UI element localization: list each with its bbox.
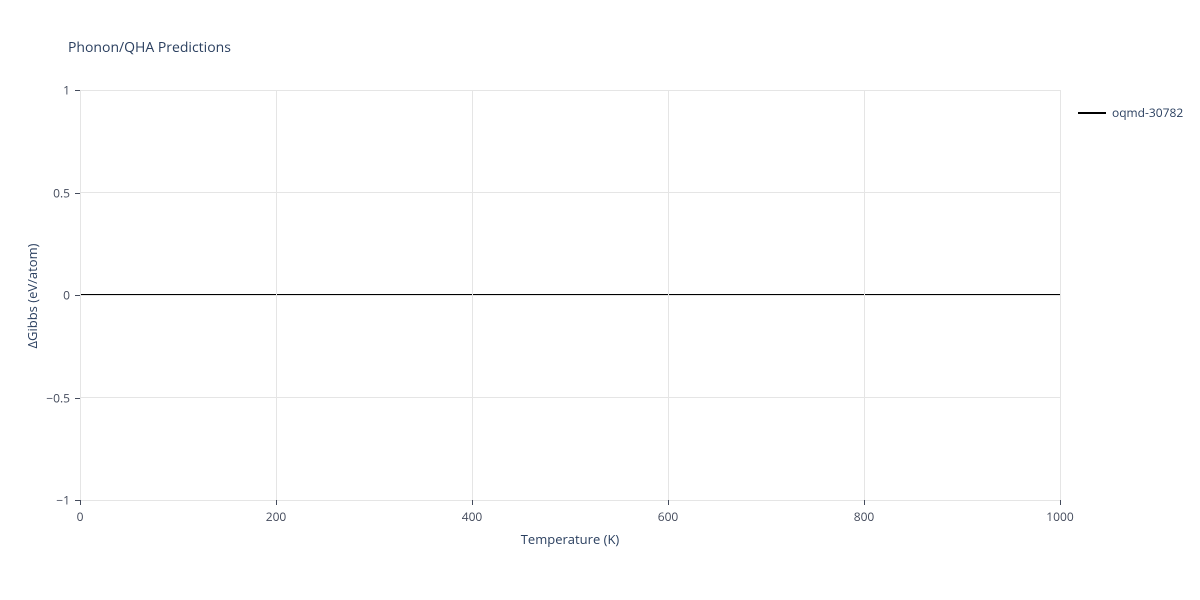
y-tick-mark (75, 193, 80, 194)
x-tick-label: 200 (266, 508, 287, 525)
x-tick-label: 0 (77, 508, 84, 525)
x-tick-mark (864, 500, 865, 505)
x-tick-mark (1060, 500, 1061, 505)
y-axis-label: ΔGibbs (eV/atom) (23, 236, 41, 356)
y-tick-mark (75, 398, 80, 399)
x-tick-mark (472, 500, 473, 505)
y-tick-mark (75, 500, 80, 501)
x-axis-label: Temperature (K) (521, 530, 620, 548)
y-tick-label: 0.5 (53, 184, 70, 201)
y-tick-label: 1 (63, 82, 70, 99)
y-zeroline (80, 295, 1060, 296)
y-tick-mark (75, 295, 80, 296)
x-tick-mark (80, 500, 81, 505)
y-tick-mark (75, 90, 80, 91)
chart-title: Phonon/QHA Predictions (68, 38, 231, 57)
legend[interactable]: oqmd-30782 (1078, 104, 1183, 121)
y-gridline (80, 500, 1060, 501)
y-tick-label: −0.5 (46, 389, 70, 406)
y-gridline (80, 90, 1060, 91)
y-tick-label: 0 (63, 287, 70, 304)
legend-label: oqmd-30782 (1112, 104, 1183, 121)
y-tick-label: −1 (56, 492, 70, 509)
x-tick-label: 800 (854, 508, 875, 525)
y-gridline (80, 397, 1060, 398)
legend-swatch (1078, 112, 1106, 114)
x-tick-mark (276, 500, 277, 505)
x-tick-label: 600 (658, 508, 679, 525)
y-gridline (80, 192, 1060, 193)
x-tick-label: 400 (462, 508, 483, 525)
plot-area (80, 90, 1060, 500)
x-tick-label: 1000 (1046, 508, 1073, 525)
x-tick-mark (668, 500, 669, 505)
